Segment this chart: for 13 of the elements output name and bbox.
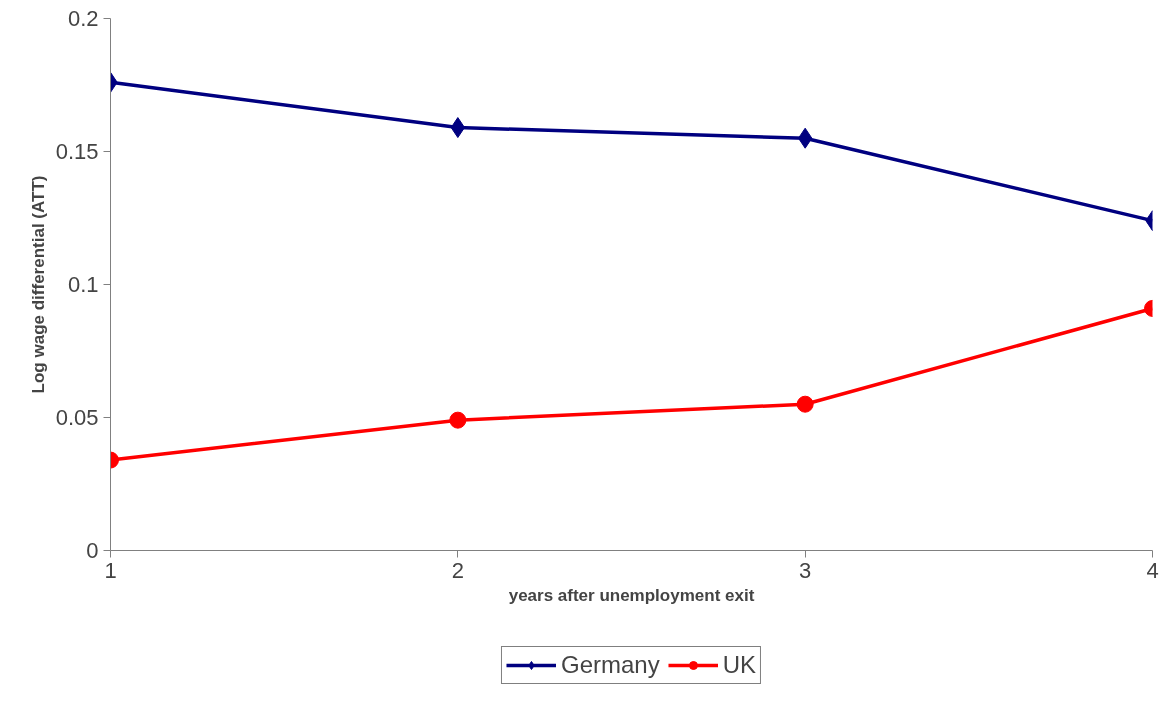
x-axis-title: years after unemployment exit [508,585,755,605]
legend-label: Germany [560,651,660,679]
y-tick-label: 0.1 [67,272,99,297]
y-tick-label: 0.05 [55,405,99,430]
legend-label: UK [722,651,757,679]
x-tick-label: 4 [1146,557,1159,583]
x-tick-label: 1 [104,557,117,583]
x-tick-label: 3 [799,557,812,583]
y-tick-label: 0.15 [55,139,99,164]
y-tick-label: 0 [86,538,99,563]
y-axis-title: Log wage differential (ATT) [28,175,48,394]
x-tick-label: 2 [451,557,464,583]
y-tick-label: 0.2 [67,6,99,31]
